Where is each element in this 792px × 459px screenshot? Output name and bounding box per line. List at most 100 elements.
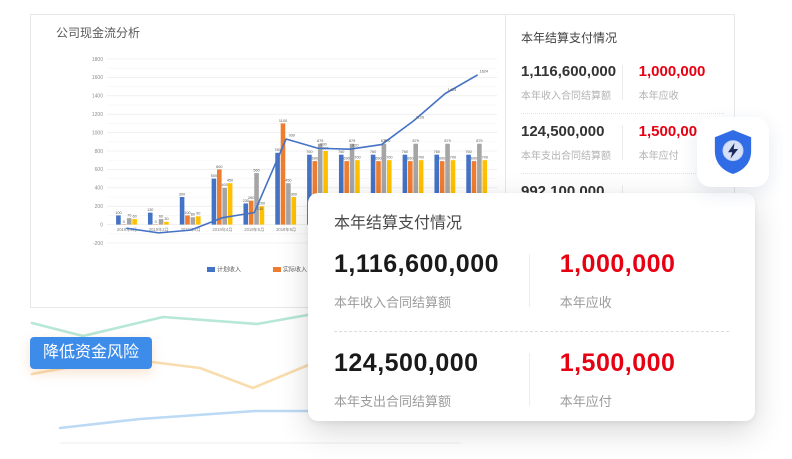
svg-text:690: 690 [375,157,381,161]
svg-text:200: 200 [259,202,265,206]
svg-text:2019年4月: 2019年4月 [212,226,232,233]
popup-title: 本年结算支付情况 [334,215,463,232]
svg-text:700: 700 [450,156,456,160]
svg-text:1800: 1800 [92,57,103,63]
svg-text:800: 800 [95,149,104,155]
svg-text:实际收入: 实际收入 [283,266,307,274]
svg-text:600: 600 [95,167,104,173]
svg-text:1100: 1100 [279,119,287,123]
svg-text:760: 760 [465,150,471,154]
svg-text:760: 760 [402,150,408,154]
svg-text:100: 100 [184,211,190,215]
svg-text:450: 450 [227,179,233,183]
svg-text:2019年6月: 2019年6月 [276,226,296,233]
svg-text:1126: 1126 [416,116,424,120]
svg-text:计划收入: 计划收入 [217,266,241,274]
popup-row: 124,500,000 本年支出合同结算额 1,500,000 本年应付 [334,331,729,430]
stat-left: 124,500,000 本年支出合同结算额 [521,123,622,162]
svg-text:450: 450 [285,179,291,183]
svg-text:200: 200 [95,204,104,210]
svg-text:760: 760 [306,150,312,154]
stat-value: 1,116,600,000 [521,63,617,80]
stats-row: 124,500,000 本年支出合同结算额 1,500,000 本年应付 [521,114,724,174]
stat-left: 1,116,600,000 本年收入合同结算额 [521,63,622,102]
svg-text:930: 930 [289,134,295,138]
column-divider [621,125,623,160]
svg-text:700: 700 [418,156,424,160]
stats-row: 1,116,600,000 本年收入合同结算额 1,000,000 本年应收 [521,54,724,114]
svg-text:-200: -200 [93,241,103,247]
stat-label: 本年支出合同结算额 [521,151,611,162]
column-divider [621,65,623,100]
svg-text:60: 60 [159,214,163,218]
svg-text:879: 879 [476,139,482,143]
svg-text:700: 700 [354,156,360,160]
svg-text:30: 30 [164,217,168,221]
svg-text:760: 760 [434,150,440,154]
popup-stat-value: 124,500,000 [334,349,479,377]
popup-column-divider [528,254,530,307]
popup-stat-label: 本年应收 [559,295,612,310]
settlement-popup: 本年结算支付情况 1,116,600,000 本年收入合同结算额 1,000,000… [308,193,755,421]
svg-text:780: 780 [274,148,280,152]
stats-title: 本年结算支付情况 [521,31,618,45]
svg-text:130: 130 [147,208,153,212]
svg-text:70: 70 [127,214,131,218]
svg-text:1624: 1624 [480,70,488,74]
svg-text:690: 690 [407,157,413,161]
popup-stat-value-highlight: 1,000,000 [559,250,676,278]
risk-badge: 降低资金风险 [30,337,153,369]
svg-text:879: 879 [349,139,355,143]
svg-text:400: 400 [95,186,104,192]
svg-text:130: 130 [257,207,263,211]
popup-stat-left: 1,116,600,000 本年收入合同结算额 [334,250,529,311]
svg-text:830: 830 [320,143,326,147]
svg-text:300: 300 [291,192,297,196]
stat-value-highlight: 1,000,000 [638,63,706,80]
svg-text:80: 80 [191,213,195,217]
svg-text:2019年1月: 2019年1月 [117,226,137,233]
svg-text:1400: 1400 [92,94,103,100]
teal-trend [30,308,702,338]
svg-text:0: 0 [155,220,157,224]
svg-text:90: 90 [196,212,200,216]
svg-text:1425: 1425 [448,88,456,92]
svg-text:0: 0 [100,222,103,228]
popup-stat-label: 本年收入合同结算额 [334,295,452,310]
stat-right: 1,000,000 本年应收 [639,63,724,102]
stat-label: 本年应付 [638,151,679,162]
shield-lightning-icon [714,130,752,174]
svg-text:690: 690 [439,157,445,161]
svg-text:400: 400 [222,183,228,187]
popup-row: 1,116,600,000 本年收入合同结算额 1,000,000 本年应收 [334,233,729,331]
svg-text:230: 230 [243,199,249,203]
stat-label: 本年收入合同结算额 [521,91,611,102]
popup-stat-label: 本年支出合同结算额 [334,394,452,409]
svg-text:1000: 1000 [92,130,103,136]
shield-card[interactable] [697,117,769,187]
svg-text:1200: 1200 [92,112,103,118]
svg-text:690: 690 [343,157,349,161]
svg-text:879: 879 [413,139,419,143]
svg-text:300: 300 [179,192,185,196]
svg-text:700: 700 [482,156,488,160]
svg-text:879: 879 [317,139,323,143]
svg-text:700: 700 [386,156,392,160]
popup-stat-value: 1,116,600,000 [334,250,499,278]
popup-stat-value-highlight: 1,500,000 [559,349,676,377]
stat-label: 本年应收 [638,91,679,102]
popup-stat-right: 1,500,000 本年应付 [560,349,729,410]
svg-text:760: 760 [370,150,376,154]
svg-text:0: 0 [123,220,125,224]
stat-value-highlight: 1,500,000 [638,123,706,140]
svg-text:560: 560 [253,168,259,172]
svg-text:600: 600 [216,165,222,169]
svg-text:100: 100 [115,211,121,215]
popup-stat-right: 1,000,000 本年应收 [560,250,729,311]
chart-title: 公司现金流分析 [56,26,141,40]
stat-value: 124,500,000 [521,123,605,140]
panel-divider [505,15,506,307]
svg-text:260: 260 [248,196,254,200]
svg-text:820: 820 [352,144,358,148]
